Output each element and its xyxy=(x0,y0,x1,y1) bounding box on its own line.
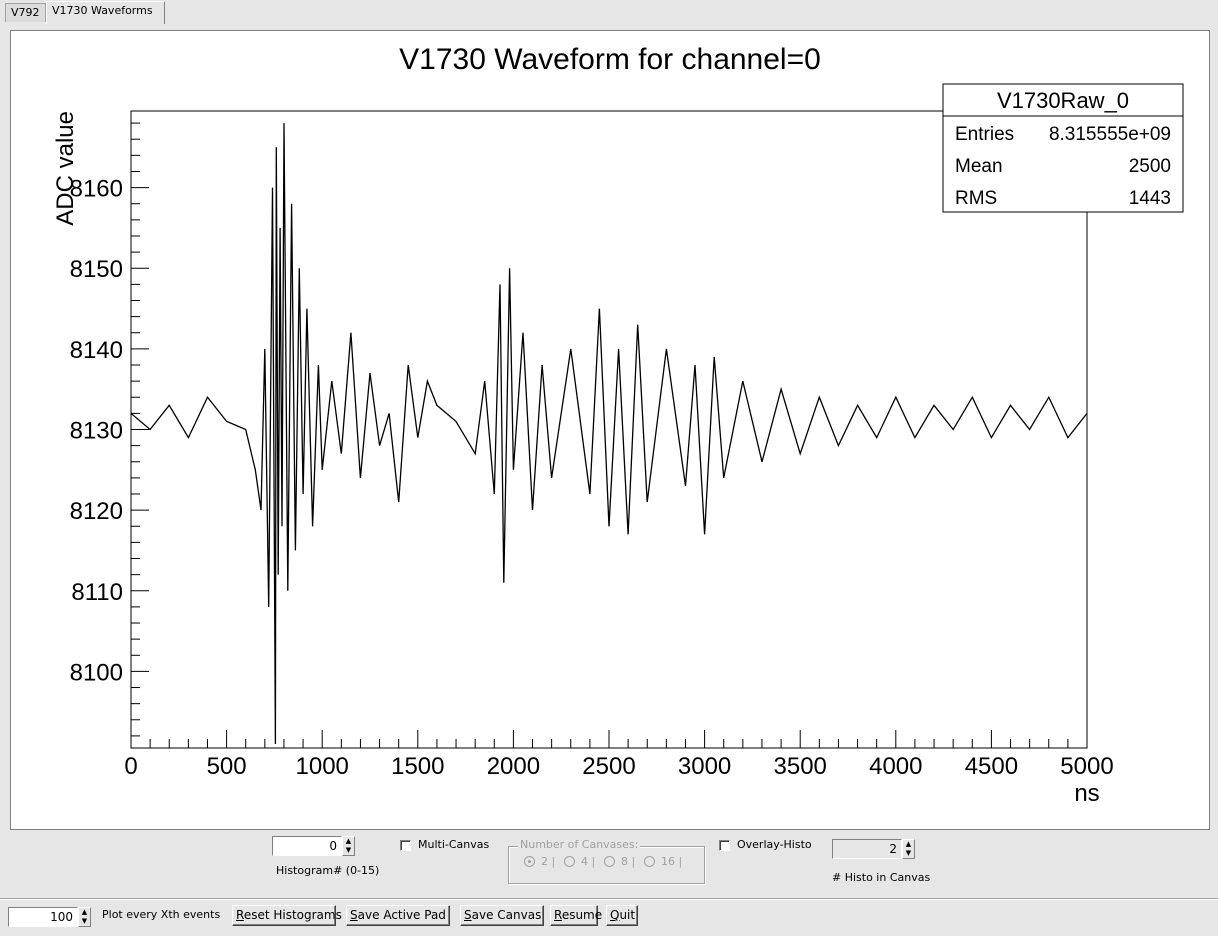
x-tick-label: 2000 xyxy=(487,753,540,780)
histo-in-canvas-label: # Histo in Canvas xyxy=(832,871,931,884)
x-tick-label: 500 xyxy=(207,753,247,780)
y-tick-label: 8150 xyxy=(70,256,123,283)
histogram-spinner[interactable]: ▲ ▼ xyxy=(342,836,355,856)
y-axis-label: ADC value xyxy=(52,111,79,226)
canvas-option-16-label: 16 | xyxy=(661,855,683,868)
stats-name: V1730Raw_0 xyxy=(997,88,1129,113)
save-active-pad-button[interactable]: Save Active Pad xyxy=(346,905,450,926)
plot-canvas[interactable]: V1730 Waveform for channel=0 ADC value ns 0… xyxy=(10,30,1210,830)
plot-every-spinner[interactable]: ▲ ▼ xyxy=(78,907,91,927)
quit-button[interactable]: Quit xyxy=(606,905,638,926)
spin-up-icon[interactable]: ▲ xyxy=(345,837,352,845)
stats-label: Mean xyxy=(955,156,1003,177)
stats-label: RMS xyxy=(955,188,997,209)
chart-title: V1730 Waveform for channel=0 xyxy=(399,43,821,76)
waveform-series-line xyxy=(130,123,1088,745)
reset-histograms-button[interactable]: Reset Histograms xyxy=(232,905,342,926)
y-tick-label: 8140 xyxy=(70,337,123,364)
spin-up-icon[interactable]: ▲ xyxy=(81,908,88,916)
stats-value: 1443 xyxy=(1129,188,1171,209)
canvas-option-8-label: 8 | xyxy=(621,855,636,868)
resume-button[interactable]: Resume xyxy=(550,905,602,926)
waveform-chart: V1730 Waveform for channel=0 ADC value ns 0… xyxy=(52,43,1184,807)
x-tick-label: 3000 xyxy=(678,753,731,780)
overlay-histo-checkbox[interactable] xyxy=(719,840,730,851)
spin-down-icon[interactable]: ▼ xyxy=(345,846,352,854)
spin-up-icon[interactable]: ▲ xyxy=(905,840,912,848)
multi-canvas-checkbox[interactable] xyxy=(400,840,411,851)
separator xyxy=(0,898,1218,900)
canvas-option-2-label: 2 | xyxy=(541,855,556,868)
x-tick-label: 5000 xyxy=(1060,753,1113,780)
stats-value: 2500 xyxy=(1129,156,1171,177)
x-tick-label: 4000 xyxy=(869,753,922,780)
canvas-option-16-radio[interactable] xyxy=(644,856,655,867)
canvas-option-4-label: 4 | xyxy=(581,855,596,868)
spin-down-icon[interactable]: ▼ xyxy=(905,849,912,857)
histogram-label: Histogram# (0-15) xyxy=(276,864,380,877)
canvas-option-2-radio[interactable] xyxy=(524,856,535,867)
plot-every-label: Plot every Xth events xyxy=(102,908,221,921)
overlay-histo-label: Overlay-Histo xyxy=(737,838,812,851)
save-canvas-button[interactable]: Save Canvas xyxy=(460,905,544,926)
tab-v1730-waveforms[interactable]: V1730 Waveforms xyxy=(46,1,165,24)
x-tick-label: 0 xyxy=(124,753,137,780)
histogram-number-field[interactable]: 0 xyxy=(272,836,342,856)
histo-in-canvas-spinner[interactable]: ▲ ▼ xyxy=(902,839,915,859)
x-tick-label: 1500 xyxy=(391,753,444,780)
plot-every-field[interactable]: 100 xyxy=(8,907,78,927)
canvas-option-4-radio[interactable] xyxy=(564,856,575,867)
tab-bar: V792 V1730 Waveforms xyxy=(0,0,1218,24)
spin-down-icon[interactable]: ▼ xyxy=(81,917,88,925)
y-tick-label: 8130 xyxy=(70,418,123,445)
multi-canvas-label: Multi-Canvas xyxy=(418,838,490,851)
x-axis-label: ns xyxy=(1074,780,1099,807)
histo-in-canvas-field[interactable]: 2 xyxy=(832,839,902,859)
y-tick-label: 8100 xyxy=(70,659,123,686)
y-tick-label: 8120 xyxy=(70,498,123,525)
tab-v792[interactable]: V792 xyxy=(5,3,46,22)
x-tick-label: 4500 xyxy=(965,753,1018,780)
y-tick-label: 8160 xyxy=(70,176,123,203)
stats-box xyxy=(942,83,1184,213)
y-tick-label: 8110 xyxy=(71,579,123,606)
x-tick-label: 1000 xyxy=(296,753,349,780)
canvas-option-8-radio[interactable] xyxy=(604,856,615,867)
x-tick-label: 2500 xyxy=(582,753,635,780)
stats-label: Entries xyxy=(955,124,1014,145)
x-tick-label: 3500 xyxy=(774,753,827,780)
number-of-canvases-title: Number of Canvases: xyxy=(518,838,641,851)
stats-value: 8.315555e+09 xyxy=(1049,124,1171,145)
